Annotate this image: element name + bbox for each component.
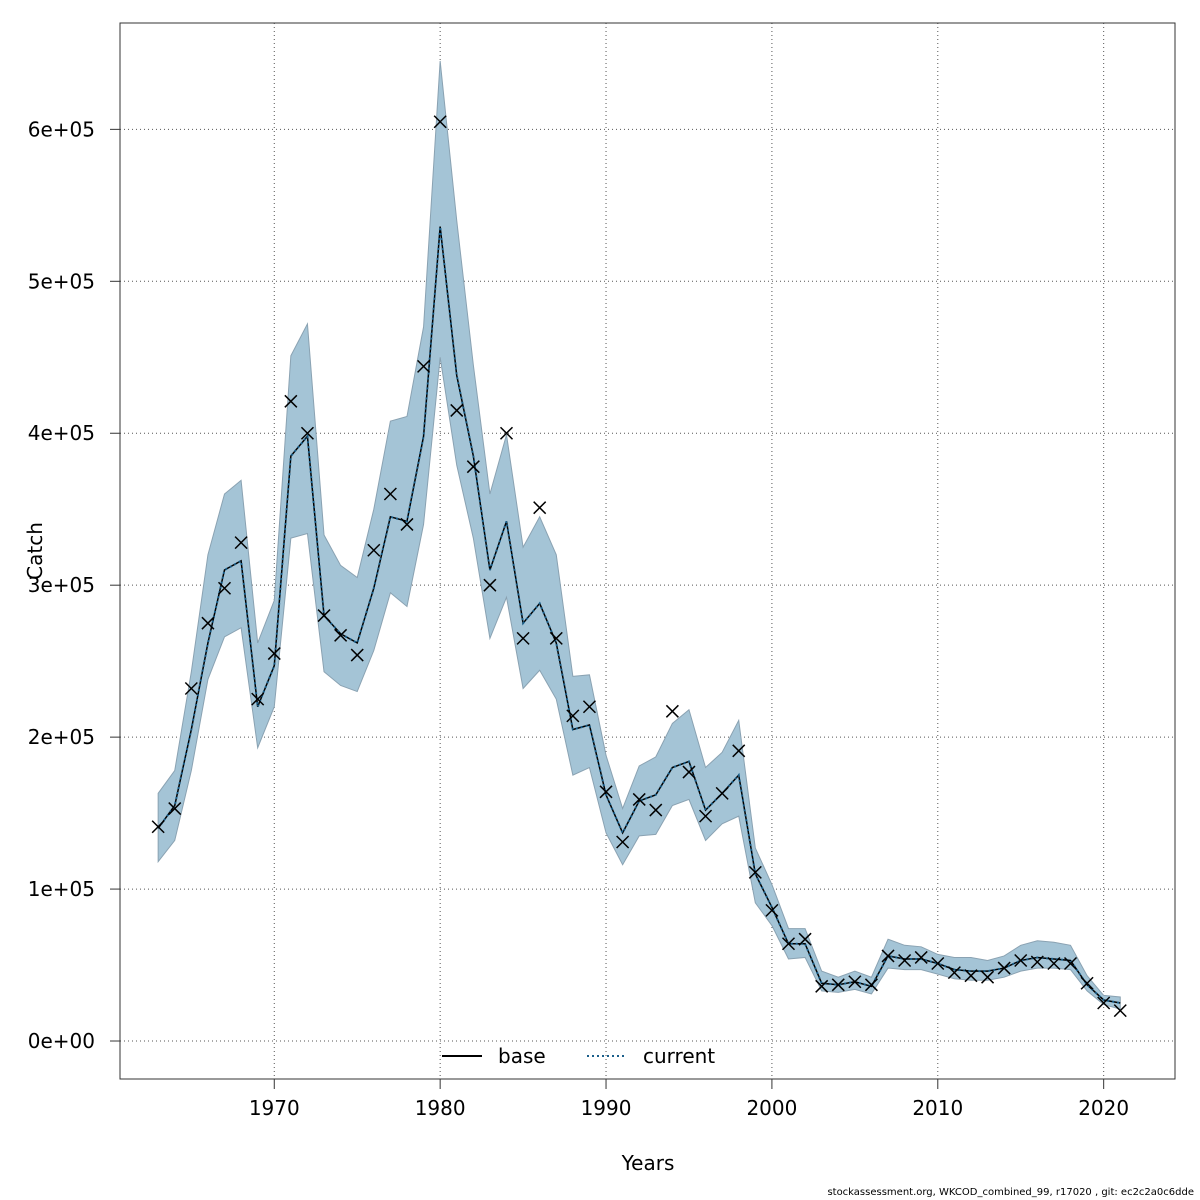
y-tick-label: 4e+05 — [28, 421, 95, 445]
observed-point — [1113, 1004, 1127, 1018]
observed-point — [864, 978, 878, 992]
observed-point — [881, 949, 895, 963]
observed-point — [1097, 996, 1111, 1010]
observed-point — [616, 835, 630, 849]
observed-point — [334, 628, 348, 642]
series-line-current — [157, 226, 1121, 1005]
observed-point — [566, 709, 580, 723]
observed-point — [1063, 956, 1078, 971]
x-axis-ticks: 1970 1980 1990 2000 2010 2020 — [249, 1079, 1129, 1120]
observed-point — [699, 809, 713, 823]
series-lines — [157, 226, 1121, 1005]
x-tick-label: 2020 — [1078, 1096, 1129, 1120]
observed-point — [267, 647, 281, 661]
x-axis-label: Years — [621, 1151, 675, 1175]
observed-point — [1014, 953, 1028, 968]
observed-point — [516, 631, 530, 645]
y-tick-label: 3e+05 — [28, 573, 95, 597]
y-tick-label: 0e+00 — [28, 1029, 95, 1053]
y-tick-label: 1e+05 — [28, 877, 95, 901]
y-axis-label: Catch — [23, 522, 47, 580]
observed-point — [168, 802, 182, 816]
observed-point — [1047, 956, 1061, 971]
plot-frame — [119, 22, 1176, 1080]
observed-point — [748, 865, 762, 879]
observed-point — [450, 403, 464, 417]
y-tick-label: 6e+05 — [28, 117, 95, 141]
observed-point — [931, 956, 945, 971]
observed-point — [649, 803, 663, 817]
observed-point — [217, 581, 232, 595]
observed-point — [898, 953, 912, 968]
x-tick-label: 1990 — [581, 1096, 632, 1120]
observed-point — [1080, 976, 1094, 990]
observed-point — [665, 704, 679, 718]
observed-point — [300, 426, 314, 440]
observed-point — [947, 966, 961, 980]
observed-point — [151, 820, 165, 834]
observed-point — [533, 501, 547, 515]
legend-current-label: current — [643, 1044, 715, 1068]
observed-point — [400, 517, 414, 531]
confidence-band-area — [157, 60, 1121, 1010]
x-tick-label: 2010 — [912, 1096, 963, 1120]
x-tick-label: 1980 — [415, 1096, 466, 1120]
observed-point — [234, 536, 248, 550]
x-tick-label: 2000 — [746, 1096, 797, 1120]
observed-point — [367, 543, 381, 557]
observed-point — [599, 785, 613, 799]
observed-point — [317, 609, 331, 623]
observed-point — [466, 460, 480, 474]
observed-point — [184, 681, 198, 696]
observed-point — [350, 648, 364, 662]
confidence-band — [157, 60, 1121, 1010]
observed-point — [765, 903, 779, 917]
y-axis-ticks: 0e+00 1e+05 2e+05 3e+05 4e+05 5e+05 6e+05 — [28, 117, 120, 1053]
observed-point — [848, 975, 862, 989]
observed-point — [732, 744, 746, 758]
observed-markers — [151, 115, 1127, 1018]
legend-base-label: base — [498, 1044, 546, 1068]
observed-point — [781, 937, 796, 951]
observed-point — [483, 578, 497, 592]
observed-point — [715, 786, 729, 800]
observed-point — [815, 979, 829, 993]
observed-point — [433, 115, 447, 129]
observed-point — [964, 969, 978, 983]
observed-point — [997, 961, 1011, 975]
observed-point — [499, 426, 514, 440]
observed-point — [417, 359, 431, 373]
observed-point — [201, 616, 215, 630]
y-tick-label: 2e+05 — [28, 725, 95, 749]
observed-point — [284, 394, 298, 408]
observed-point — [914, 950, 928, 964]
observed-point — [831, 978, 845, 992]
observed-point — [251, 692, 265, 706]
observed-point — [798, 932, 812, 946]
observed-point — [383, 487, 397, 501]
observed-point — [1030, 955, 1044, 969]
y-tick-label: 5e+05 — [28, 269, 95, 293]
legend: base current — [442, 1044, 715, 1068]
observed-point — [632, 792, 646, 806]
footer-credit: stockassessment.org, WKCOD_combined_99, … — [827, 1187, 1194, 1198]
observed-point — [682, 765, 696, 779]
x-tick-label: 1970 — [249, 1096, 300, 1120]
observed-point — [549, 631, 563, 645]
observed-point — [981, 970, 995, 984]
observed-point — [582, 700, 596, 714]
